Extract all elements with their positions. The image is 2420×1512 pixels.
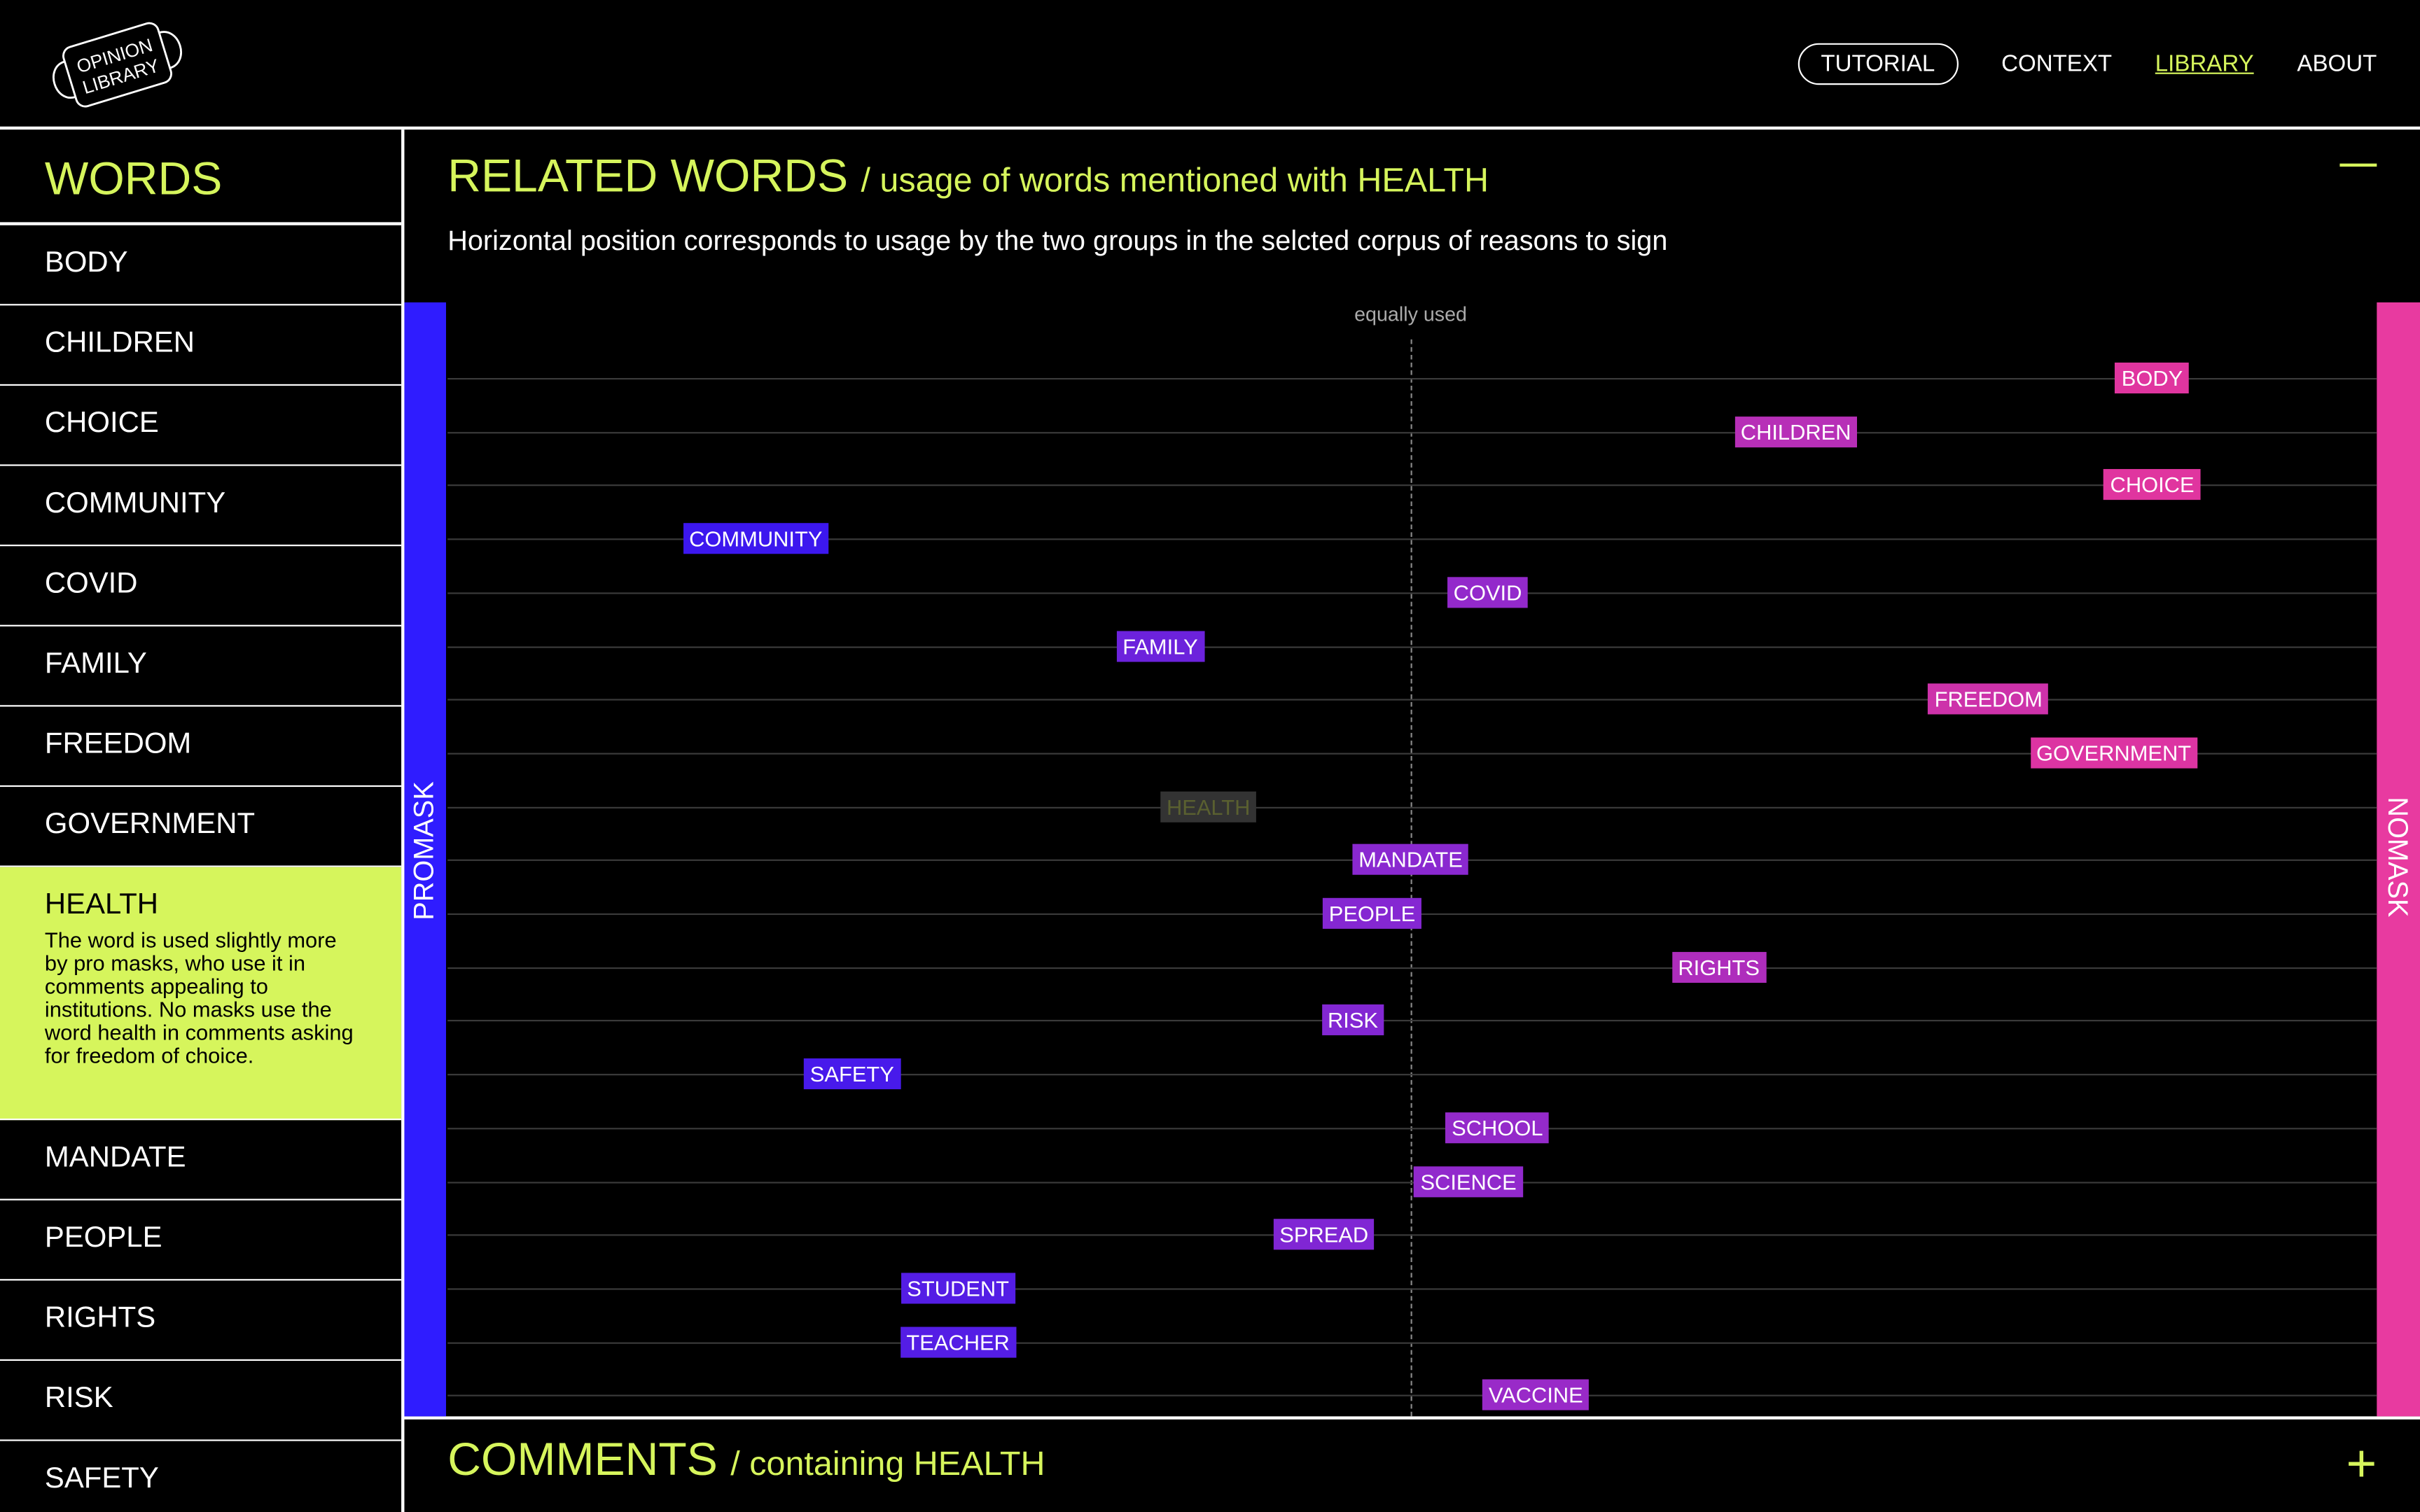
- row-line: [447, 1127, 2377, 1129]
- word-tag-freedom[interactable]: FREEDOM: [1928, 683, 2049, 715]
- row-line: [447, 967, 2377, 969]
- opinion-library-logo[interactable]: OPINION LIBRARY: [43, 18, 192, 111]
- nav-about[interactable]: ABOUT: [2297, 50, 2377, 78]
- word-tag-family[interactable]: FAMILY: [1116, 630, 1204, 662]
- expand-plus-icon[interactable]: +: [2346, 1434, 2377, 1494]
- row-line: [447, 484, 2377, 487]
- word-tag-science[interactable]: SCIENCE: [1414, 1166, 1523, 1197]
- sidebar-item-risk[interactable]: RISK: [0, 1361, 402, 1441]
- row-line: [447, 752, 2377, 755]
- word-tag-choice[interactable]: CHOICE: [2103, 469, 2201, 500]
- sidebar-item-people[interactable]: PEOPLE: [0, 1200, 402, 1281]
- word-tag-health[interactable]: HEALTH: [1160, 790, 1257, 822]
- sidebar-item-label: CHOICE: [44, 407, 159, 440]
- sidebar-item-label: MANDATE: [44, 1142, 186, 1175]
- word-tag-spread[interactable]: SPREAD: [1273, 1219, 1375, 1250]
- nomask-bar: NOMASK: [2377, 302, 2420, 1417]
- word-tag-safety[interactable]: SAFETY: [803, 1058, 900, 1090]
- word-tag-vaccine[interactable]: VACCINE: [1482, 1380, 1590, 1411]
- word-tag-body[interactable]: BODY: [2115, 362, 2190, 394]
- row-line: [447, 645, 2377, 648]
- row-line: [447, 1181, 2377, 1183]
- collapse-minus-icon[interactable]: [2339, 163, 2377, 167]
- sidebar-item-safety[interactable]: SAFETY: [0, 1441, 401, 1512]
- title-text: RELATED WORDS: [447, 151, 849, 202]
- row-line: [447, 1395, 2377, 1397]
- related-words-plot: PROMASK NOMASK equally used BODY CHILDREN…: [404, 302, 2420, 1420]
- row-line: [447, 1288, 2377, 1290]
- row-line: [447, 538, 2377, 540]
- sidebar-item-freedom[interactable]: FREEDOM: [0, 706, 402, 788]
- sidebar-item-children[interactable]: CHILDREN: [0, 305, 402, 386]
- row-line: [447, 592, 2377, 594]
- center-dashed-line: [1410, 339, 1412, 1417]
- word-tag-children[interactable]: CHILDREN: [1734, 416, 1858, 447]
- sidebar-item-label: HEALTH: [44, 888, 159, 921]
- row-line: [447, 699, 2377, 701]
- word-tag-people[interactable]: PEOPLE: [1322, 897, 1422, 929]
- sidebar-item-covid[interactable]: COVID: [0, 546, 402, 626]
- related-words-title: RELATED WORDS / usage of words mentioned…: [447, 151, 1489, 204]
- sidebar-title: WORDS: [0, 130, 402, 225]
- sidebar-item-label: FREEDOM: [44, 728, 192, 761]
- sidebar-item-mandate[interactable]: MANDATE: [0, 1120, 402, 1200]
- comments-title[interactable]: COMMENTS / containing HEALTH: [447, 1435, 1045, 1488]
- sidebar-item-health[interactable]: HEALTH The word is used slightly more by …: [0, 867, 402, 1121]
- word-tag-community[interactable]: COMMUNITY: [683, 523, 829, 554]
- sidebar-item-community[interactable]: COMMUNITY: [0, 466, 402, 547]
- top-header: OPINION LIBRARY TUTORIAL CONTEXT LIBRARY…: [0, 0, 2420, 130]
- word-tag-teacher[interactable]: TEACHER: [900, 1326, 1016, 1357]
- nav-library[interactable]: LIBRARY: [2155, 50, 2254, 78]
- word-tag-government[interactable]: GOVERNMENT: [2030, 737, 2197, 769]
- sidebar-item-label: FAMILY: [44, 648, 147, 681]
- row-line: [447, 806, 2377, 808]
- title-subtitle: / usage of words mentioned with HEALTH: [861, 160, 1489, 200]
- sidebar-item-label: PEOPLE: [44, 1222, 162, 1254]
- sidebar-item-label: GOVERNMENT: [44, 808, 256, 841]
- comments-subtitle: / containing HEALTH: [730, 1444, 1045, 1483]
- sidebar-item-label: CHILDREN: [44, 327, 195, 360]
- sidebar-item-government[interactable]: GOVERNMENT: [0, 787, 402, 867]
- word-tag-risk[interactable]: RISK: [1321, 1004, 1384, 1036]
- sidebar-item-family[interactable]: FAMILY: [0, 626, 402, 707]
- row-line: [447, 1020, 2377, 1022]
- row-line: [447, 1234, 2377, 1236]
- word-tag-school[interactable]: SCHOOL: [1445, 1112, 1550, 1143]
- sidebar-item-label: RIGHTS: [44, 1302, 156, 1335]
- row-line: [447, 1341, 2377, 1343]
- word-tag-rights[interactable]: RIGHTS: [1671, 951, 1766, 983]
- promask-bar: PROMASK: [404, 302, 446, 1417]
- equally-used-label: equally used: [1354, 302, 1467, 326]
- sidebar-item-rights[interactable]: RIGHTS: [0, 1280, 402, 1362]
- sidebar-item-label: BODY: [44, 246, 128, 279]
- row-line: [447, 378, 2377, 380]
- sidebar-item-label: COVID: [44, 568, 138, 601]
- sidebar-item-label: SAFETY: [44, 1462, 159, 1495]
- promask-label: PROMASK: [408, 781, 440, 920]
- related-description: Horizontal position corresponds to usage…: [447, 225, 1668, 256]
- comments-title-text: COMMENTS: [447, 1434, 718, 1486]
- row-line: [447, 431, 2377, 433]
- nomask-label: NOMASK: [2382, 797, 2414, 918]
- nav-tutorial[interactable]: TUTORIAL: [1797, 43, 1959, 85]
- words-sidebar: WORDS BODY CHILDREN CHOICE COMMUNITY COVID FA…: [0, 130, 405, 1512]
- sidebar-item-label: RISK: [44, 1382, 113, 1415]
- word-tag-mandate[interactable]: MANDATE: [1352, 844, 1469, 876]
- word-tag-covid[interactable]: COVID: [1447, 576, 1529, 608]
- sidebar-item-label: COMMUNITY: [44, 487, 226, 520]
- row-line: [447, 1074, 2377, 1076]
- main-nav: TUTORIAL CONTEXT LIBRARY ABOUT: [1797, 43, 2377, 85]
- related-words-panel: RELATED WORDS / usage of words mentioned…: [404, 130, 2420, 1512]
- sidebar-item-choice[interactable]: CHOICE: [0, 386, 402, 466]
- sidebar-item-body[interactable]: BODY: [0, 225, 402, 306]
- word-description: The word is used slightly more by pro ma…: [44, 927, 354, 1068]
- nav-context[interactable]: CONTEXT: [2001, 50, 2113, 78]
- word-tag-student[interactable]: STUDENT: [900, 1273, 1015, 1304]
